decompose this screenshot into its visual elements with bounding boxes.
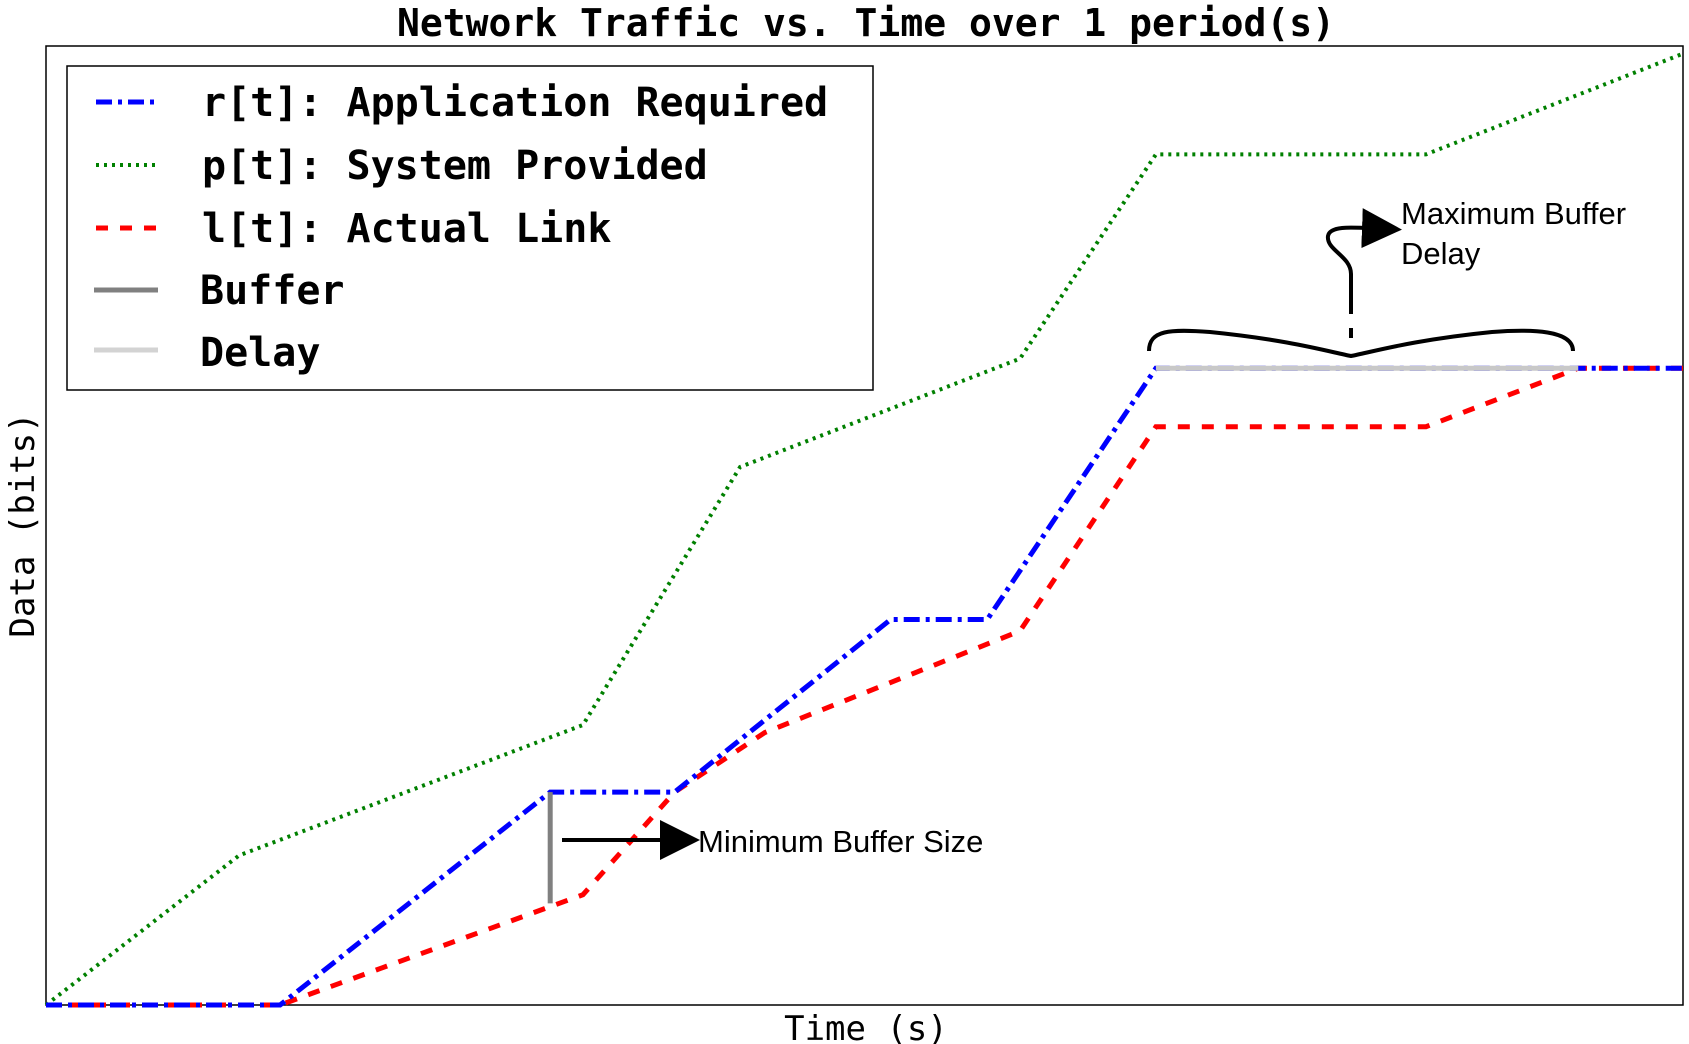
legend-box — [66, 65, 874, 391]
series-line-2 — [46, 365, 1683, 1008]
max-buffer-delay-label-line2: Delay — [1401, 236, 1481, 271]
series-line-1 — [44, 51, 1684, 1007]
delay-brace — [1147, 328, 1575, 359]
legend-label-provided: p[t]: System Provided — [202, 143, 708, 189]
plot-area-frame — [45, 45, 1684, 1006]
min-buffer-label: Minimum Buffer Size — [698, 824, 983, 859]
series-layer — [44, 51, 1684, 1008]
x-axis-label: Time (s) — [784, 1009, 948, 1044]
legend-label-link: l[t]: Actual Link — [202, 206, 611, 252]
legend-label-buffer: Buffer — [200, 268, 345, 314]
series-line-0 — [46, 365, 1683, 1008]
legend-label-required: r[t]: Application Required — [202, 80, 828, 126]
delay-brace-pointer — [1326, 228, 1386, 338]
legend-label-delay: Delay — [200, 330, 320, 376]
y-axis-label: Data (bits) — [3, 412, 43, 637]
max-buffer-delay-label-line1: Maximum Buffer — [1401, 196, 1626, 231]
chart-title: Network Traffic vs. Time over 1 period(s… — [397, 1, 1335, 45]
